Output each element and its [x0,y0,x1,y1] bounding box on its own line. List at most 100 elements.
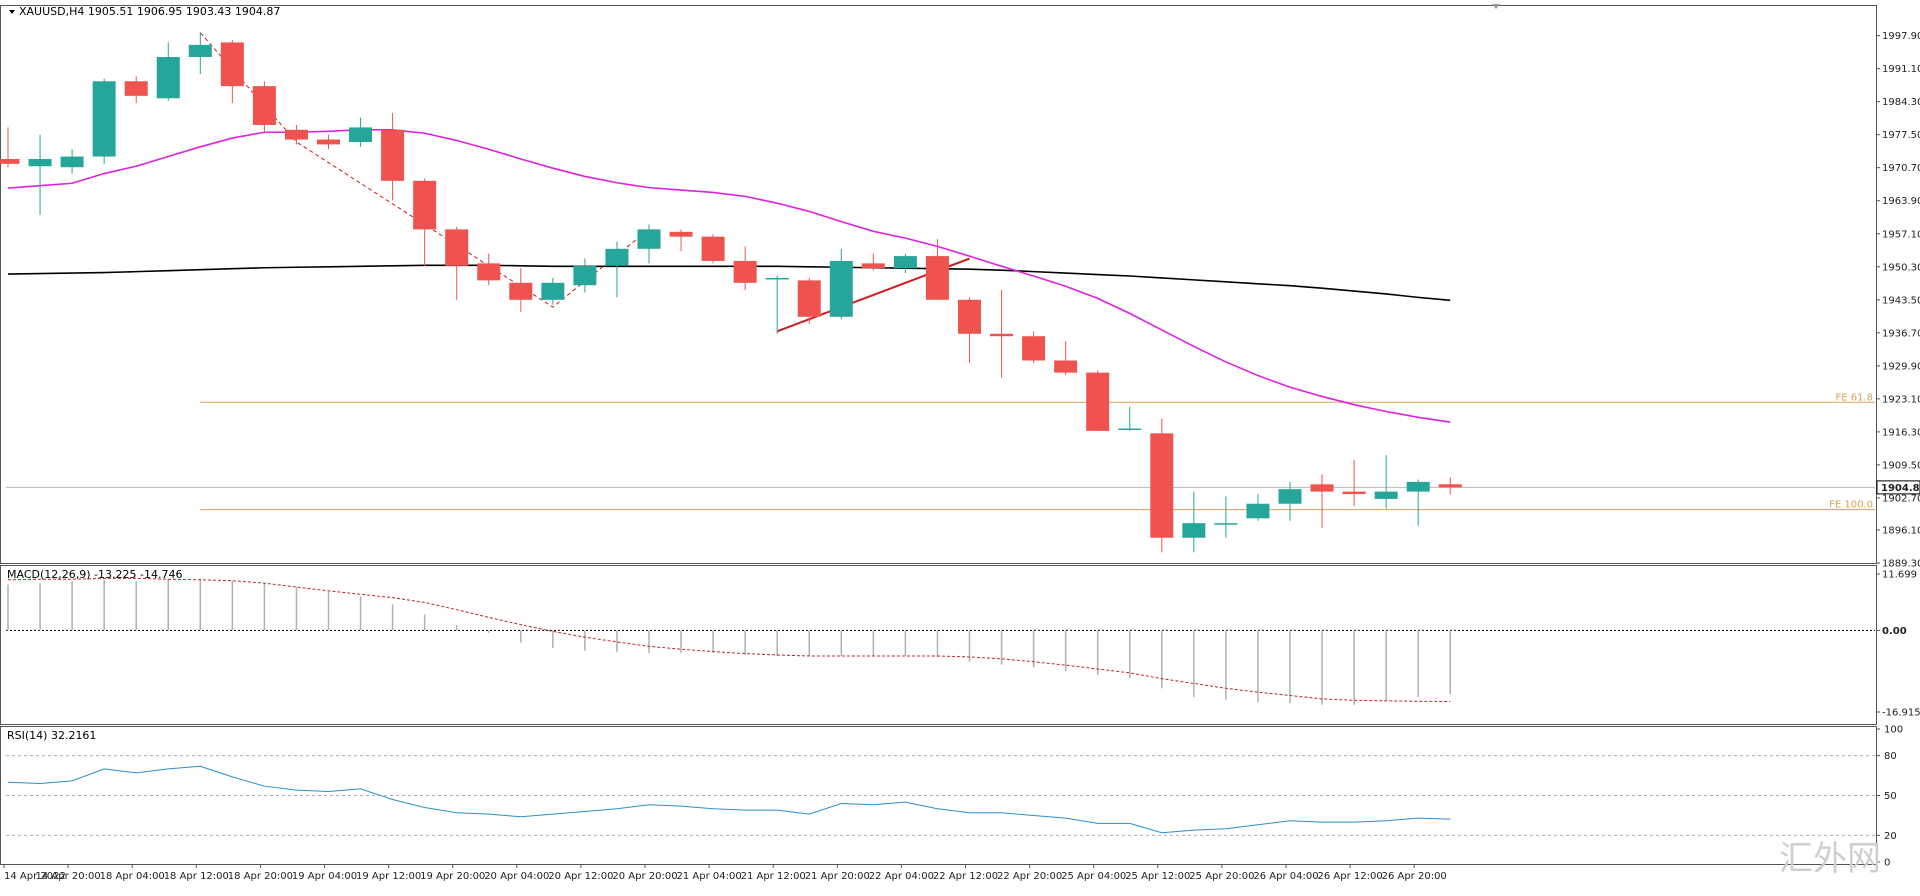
price-tick-label: 1991.10 [1882,64,1920,75]
candle-body[interactable] [669,231,693,237]
fast-moving-average-line[interactable] [7,129,1451,423]
chart-title: XAUUSD,H4 1905.51 1906.95 1903.43 1904.8… [19,5,280,18]
candle-body[interactable] [349,127,373,142]
candle-body[interactable] [797,280,821,317]
candle-body[interactable] [445,229,469,266]
macd-title: MACD(12,26,9) -13.225 -14.746 [7,568,182,581]
zigzag-projection-line[interactable] [199,32,650,308]
candle-body[interactable] [317,139,340,145]
price-tick-label: 1950.30 [1882,262,1920,273]
fib-line-label: FE 100.0 [1829,500,1873,511]
macd-tick-label: 11.699 [1882,570,1917,581]
rsi-tick-label: 80 [1884,751,1897,762]
macd-signal-line[interactable] [7,577,1451,703]
candle-body[interactable] [1310,484,1334,492]
time-tick-label: 26 Apr 12:00 [1317,871,1382,882]
candle-body[interactable] [765,277,789,280]
candle-body[interactable] [1118,428,1142,430]
time-tick-label: 25 Apr 20:00 [1189,871,1254,882]
candle-body[interactable] [220,42,244,87]
current-price-box [1876,480,1920,495]
candle-body[interactable] [605,248,629,266]
candle-body[interactable] [701,236,725,261]
price-tick-label: 1943.50 [1882,295,1920,306]
candle-body[interactable] [1342,491,1366,495]
candle-body[interactable] [0,158,20,164]
rsi-line[interactable] [7,765,1451,834]
time-tick-label: 18 Apr 12:00 [164,871,229,882]
candle-body[interactable] [1278,489,1302,504]
candle-body[interactable] [990,333,1014,337]
price-tick-label: 1997.90 [1882,31,1920,42]
current-price-label: 1904.87 [1881,483,1920,494]
price-tick-label: 1963.90 [1882,196,1920,207]
slow-moving-average-line[interactable] [7,264,1451,302]
time-tick-label: 20 Apr 20:00 [612,871,677,882]
candle-body[interactable] [509,282,533,300]
candle-body[interactable] [733,260,757,283]
time-tick-label: 20 Apr 12:00 [548,871,613,882]
time-tick-label: 14 Apr 20:00 [35,871,100,882]
candle-body[interactable] [188,44,212,57]
candle-body[interactable] [124,81,148,96]
time-tick-label: 26 Apr 20:00 [1382,871,1447,882]
candle-body[interactable] [1150,433,1174,538]
candle-body[interactable] [1406,481,1430,492]
candle-body[interactable] [541,282,565,300]
candle-body[interactable] [1438,484,1462,488]
candle-body[interactable] [60,156,84,168]
time-tick-label: 22 Apr 12:00 [933,871,998,882]
time-tick-label: 25 Apr 12:00 [1125,871,1190,882]
time-tick-label: 20 Apr 04:00 [484,871,549,882]
candle-body[interactable] [1214,523,1238,525]
price-tick-label: 1957.10 [1882,229,1920,240]
pane-menu-icon[interactable] [9,10,15,14]
scroll-marker-icon[interactable] [1492,4,1500,9]
candle-body[interactable] [92,81,116,157]
time-tick-label: 19 Apr 20:00 [420,871,485,882]
time-tick-label: 21 Apr 12:00 [741,871,806,882]
time-tick-label: 25 Apr 04:00 [1061,871,1126,882]
rsi-tick-label: 20 [1884,831,1897,842]
candle-body[interactable] [637,229,661,249]
candle-body[interactable] [252,86,276,125]
rsi-tick-label: 100 [1884,725,1903,736]
candle-body[interactable] [893,256,917,269]
price-tick-label: 1984.30 [1882,97,1920,108]
candle-body[interactable] [1022,336,1046,361]
price-tick-label: 1896.10 [1882,525,1920,536]
price-tick-label: 1916.30 [1882,427,1920,438]
rsi-tick-label: 50 [1884,791,1897,802]
candle-body[interactable] [1054,360,1078,373]
price-tick-label: 1936.70 [1882,328,1920,339]
candle-body[interactable] [28,158,52,167]
main-pane-frame [0,5,1877,564]
candle-body[interactable] [156,56,180,99]
candle-body[interactable] [958,299,981,334]
price-tick-label: 1977.50 [1882,130,1920,141]
time-tick-label: 18 Apr 04:00 [100,871,165,882]
candle-body[interactable] [1246,503,1270,519]
candle-body[interactable] [413,180,437,230]
candle-body[interactable] [573,265,597,286]
candle-body[interactable] [1374,491,1398,499]
candle-body[interactable] [861,263,885,269]
candle-body[interactable] [284,129,308,140]
price-tick-label: 1909.50 [1882,460,1920,471]
macd-tick-label: 0.00 [1882,626,1907,637]
candle-body[interactable] [925,256,949,300]
time-tick-label: 26 Apr 04:00 [1253,871,1318,882]
candle-body[interactable] [1086,372,1110,431]
time-tick-label: 22 Apr 04:00 [869,871,934,882]
candle-body[interactable] [477,263,501,281]
candle-body[interactable] [829,260,853,317]
candle-body[interactable] [381,129,405,181]
candle-body[interactable] [1182,523,1206,538]
fib-line-label: FE 61.8 [1835,392,1873,403]
time-tick-label: 22 Apr 20:00 [997,871,1062,882]
macd-pane-plot [6,577,1875,705]
time-tick-label: 21 Apr 04:00 [676,871,741,882]
rsi-pane-plot [6,755,1875,836]
